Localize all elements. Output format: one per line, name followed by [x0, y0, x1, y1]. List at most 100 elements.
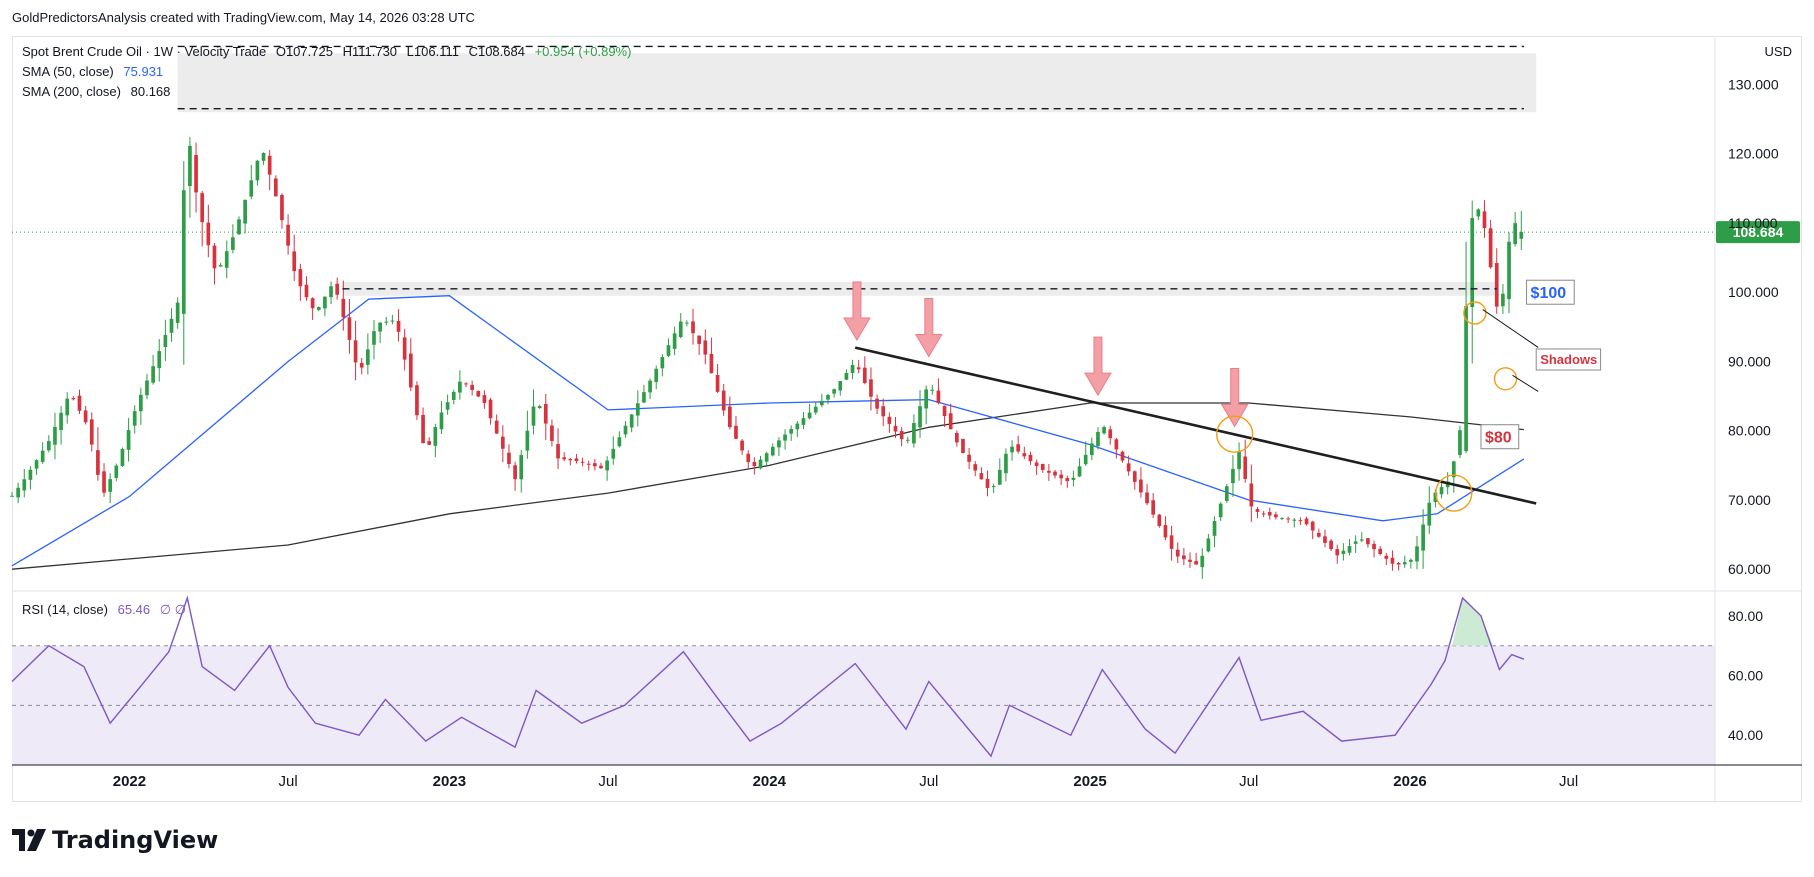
- candle-body: [341, 298, 346, 318]
- currency-label[interactable]: USD: [1764, 44, 1792, 59]
- candle-body: [961, 438, 965, 454]
- candle-body: [850, 364, 855, 374]
- candle-body: [924, 389, 929, 409]
- rsi-legend[interactable]: RSI (14, close) 65.46 ∅ ∅: [22, 600, 186, 620]
- candle-body: [169, 318, 174, 333]
- candle-body: [758, 459, 763, 469]
- candle-body: [752, 461, 757, 467]
- candle-body: [298, 269, 303, 287]
- candle-body: [1182, 555, 1186, 560]
- highlight-circle: [1435, 474, 1473, 512]
- candle-body: [145, 380, 149, 396]
- shadows-label: Shadows: [1540, 352, 1597, 367]
- sma50-row[interactable]: SMA (50, close) 75.931: [22, 62, 631, 82]
- candle-body: [997, 469, 1002, 485]
- candle-body: [421, 414, 425, 444]
- candle-body: [329, 286, 333, 298]
- candle-body: [40, 450, 45, 462]
- candle-body: [746, 453, 751, 463]
- sma200-row[interactable]: SMA (200, close) 80.168: [22, 82, 631, 102]
- candle-body: [709, 353, 714, 374]
- candle-body: [151, 366, 155, 383]
- rsi-extra: ∅ ∅: [159, 602, 187, 617]
- candle-body: [1323, 536, 1327, 543]
- candle-body: [451, 391, 456, 400]
- candle-body: [1163, 525, 1168, 538]
- candle-body: [1353, 541, 1358, 544]
- candle-body: [1083, 454, 1088, 465]
- candle-body: [537, 406, 542, 409]
- candle-body: [1065, 478, 1070, 482]
- candle-body: [89, 419, 94, 445]
- candle-body: [930, 389, 935, 391]
- candle-body: [1341, 550, 1346, 555]
- candle-body: [102, 471, 106, 493]
- candle-body: [1077, 466, 1082, 477]
- candle-body: [1519, 232, 1524, 239]
- candle-body: [249, 180, 254, 197]
- time-tick-label: Jul: [278, 773, 297, 790]
- candle-body: [1494, 263, 1499, 307]
- tradingview-logo[interactable]: TradingView: [12, 826, 218, 854]
- candle-body: [359, 362, 364, 368]
- candle-body: [237, 219, 241, 235]
- candle-body: [1047, 470, 1051, 473]
- candle-body: [1470, 218, 1475, 308]
- candle-body: [458, 381, 462, 393]
- candle-body: [1384, 555, 1389, 559]
- resistance-arrow-icon: [1220, 367, 1249, 428]
- candle-body: [562, 457, 567, 460]
- candle-body: [200, 193, 205, 223]
- candle-body: [770, 446, 775, 456]
- candle-body: [574, 458, 579, 462]
- candle-body: [580, 461, 585, 463]
- ohlc-high: H111.730: [342, 44, 398, 59]
- candle-body: [292, 251, 297, 272]
- candle-body: [1145, 492, 1149, 504]
- rsi-line: [11, 595, 1525, 758]
- candle-body: [46, 441, 51, 451]
- candle-body: [1034, 462, 1039, 467]
- symbol-title: Spot Brent Crude Oil · 1W · Velocity Tra…: [22, 44, 267, 59]
- candle-body: [10, 495, 14, 497]
- time-tick-label: 2023: [433, 773, 466, 790]
- candle-body: [599, 465, 603, 469]
- rsi-tick-label: 40.00: [1728, 727, 1763, 743]
- tradingview-brand: TradingView: [52, 826, 219, 854]
- candle-body: [887, 416, 892, 424]
- candle-body: [1218, 503, 1223, 518]
- candle-body: [267, 155, 272, 175]
- candle-body: [1451, 461, 1456, 478]
- candle-body: [218, 265, 223, 267]
- candle-body: [813, 406, 818, 413]
- price-tick-label: 130.000: [1728, 76, 1779, 92]
- candle-body: [280, 194, 284, 221]
- highlight-circle: [1493, 367, 1518, 391]
- candle-body: [181, 190, 186, 314]
- shadows-label-box: [1535, 348, 1602, 371]
- candle-body: [273, 178, 278, 197]
- candle-body: [721, 390, 726, 411]
- candle-body: [476, 390, 481, 397]
- candle-body: [519, 454, 524, 480]
- candle-body: [1237, 451, 1241, 470]
- candle-body: [1421, 524, 1425, 551]
- candle-body: [427, 441, 432, 445]
- candle-body: [139, 394, 143, 412]
- candle-body: [666, 345, 671, 356]
- candle-body: [611, 448, 616, 459]
- candle-body: [1139, 479, 1143, 493]
- candle-body: [378, 322, 382, 332]
- candle-body: [875, 398, 879, 409]
- candle-body: [525, 430, 530, 451]
- price-tick-label: 120.000: [1728, 146, 1779, 162]
- rsi-value: 65.46: [117, 602, 151, 617]
- candle-body: [433, 427, 438, 446]
- candle-body: [715, 375, 720, 392]
- candle-body: [1298, 520, 1303, 522]
- candle-body: [114, 465, 119, 478]
- time-tick-label: Jul: [1559, 773, 1578, 790]
- candle-body: [231, 237, 235, 250]
- candle-body: [1089, 443, 1094, 456]
